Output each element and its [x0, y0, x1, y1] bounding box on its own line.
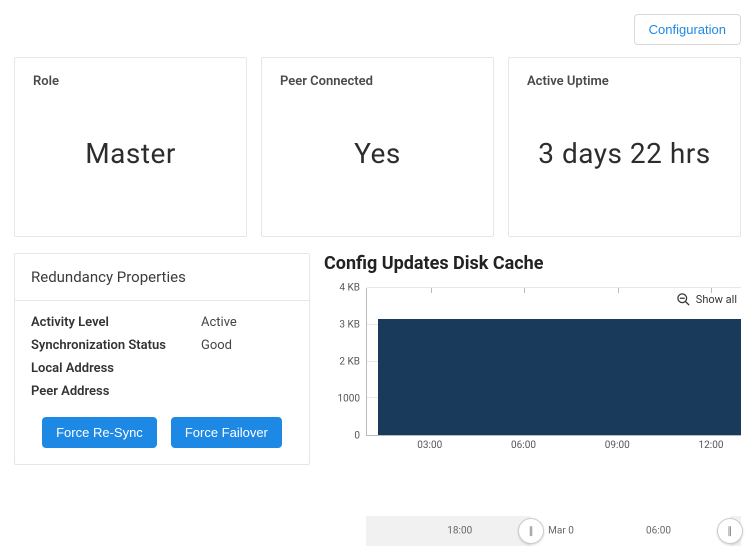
top-bar: Configuration	[0, 0, 755, 45]
role-label: Role	[33, 74, 228, 89]
x-tick-label: 06:00	[511, 440, 536, 451]
x-tick-label: 03:00	[417, 440, 442, 451]
x-tick-mark	[524, 288, 525, 293]
force-failover-button[interactable]: Force Failover	[171, 417, 282, 448]
property-value: Good	[201, 338, 232, 353]
property-key: Activity Level	[31, 315, 201, 330]
x-tick-mark	[431, 288, 432, 293]
peer-label: Peer Connected	[280, 74, 475, 89]
property-row: Activity LevelActive	[31, 311, 293, 334]
x-tick-mark	[618, 288, 619, 293]
property-row: Peer Address	[31, 380, 293, 403]
peer-card: Peer Connected Yes	[261, 57, 494, 237]
uptime-card: Active Uptime 3 days 22 hrs	[508, 57, 741, 237]
redundancy-panel: Redundancy Properties Activity LevelActi…	[14, 253, 310, 465]
x-tick-label: 09:00	[605, 440, 630, 451]
property-key: Synchronization Status	[31, 338, 201, 353]
zoom-out-icon	[676, 292, 691, 307]
uptime-label: Active Uptime	[527, 74, 722, 89]
configuration-button[interactable]: Configuration	[634, 14, 741, 45]
redundancy-actions: Force Re-Sync Force Failover	[15, 403, 309, 464]
stats-row: Role Master Peer Connected Yes Active Up…	[0, 45, 755, 237]
navigator-tick-label: Mar 0	[548, 526, 574, 537]
navigator-tick-label: 06:00	[646, 526, 671, 537]
navigator-handle-right[interactable]: ∥	[717, 518, 743, 544]
chart-panel: Config Updates Disk Cache 0 1000 2 KB 3 KB 4…	[324, 253, 741, 456]
property-row: Local Address	[31, 357, 293, 380]
x-tick-label: 12:00	[699, 440, 724, 451]
role-value: Master	[33, 137, 228, 170]
y-tick-label: 0	[354, 431, 360, 442]
chart-series-fill	[378, 319, 741, 435]
property-key: Local Address	[31, 361, 201, 376]
show-all-label: Show all	[696, 293, 737, 306]
redundancy-body: Activity LevelActiveSynchronization Stat…	[15, 301, 309, 403]
time-navigator[interactable]: 18:00 Mar 0 06:00 ∥ ∥	[366, 510, 741, 552]
property-key: Peer Address	[31, 384, 201, 399]
role-card: Role Master	[14, 57, 247, 237]
navigator-handle-left[interactable]: ∥	[518, 518, 544, 544]
chart-area: 010002 KB3 KB4 KB Show all 03:0006:0009:…	[324, 288, 741, 456]
chart-plot[interactable]: Show all	[366, 288, 741, 436]
property-row: Synchronization StatusGood	[31, 334, 293, 357]
show-all-button[interactable]: Show all	[676, 292, 737, 307]
y-tick-label: 4 KB	[339, 283, 360, 294]
property-value: Active	[201, 315, 237, 330]
navigator-tick-label: 18:00	[447, 526, 472, 537]
redundancy-title: Redundancy Properties	[15, 254, 309, 301]
y-tick-label: 2 KB	[339, 357, 360, 368]
x-axis: 03:00 06:00 09:00 12:00	[366, 436, 741, 456]
y-axis: 010002 KB3 KB4 KB	[324, 288, 366, 436]
force-resync-button[interactable]: Force Re-Sync	[42, 417, 157, 448]
peer-value: Yes	[280, 137, 475, 170]
uptime-value: 3 days 22 hrs	[527, 137, 722, 170]
y-tick-label: 1000	[338, 394, 360, 405]
y-tick-label: 3 KB	[339, 320, 360, 331]
bottom-row: Redundancy Properties Activity LevelActi…	[0, 237, 755, 465]
gridline	[367, 287, 741, 288]
chart-title: Config Updates Disk Cache	[324, 253, 741, 274]
